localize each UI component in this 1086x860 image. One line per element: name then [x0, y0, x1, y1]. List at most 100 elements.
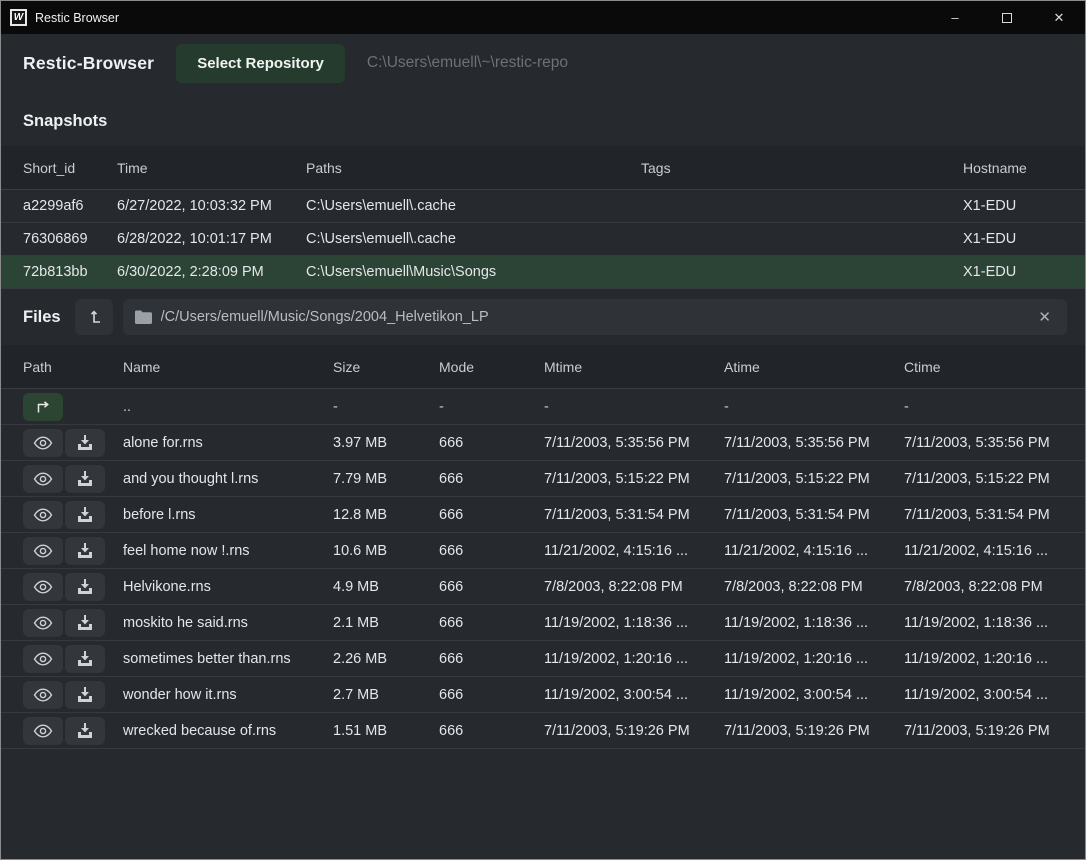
preview-file-button[interactable]	[23, 716, 63, 745]
maximize-button[interactable]	[981, 1, 1033, 34]
repository-path: C:\Users\emuell\~\restic-repo	[366, 54, 569, 71]
file-mtime: 7/11/2003, 5:15:22 PM	[544, 470, 690, 487]
preview-file-button[interactable]	[23, 608, 63, 637]
files-heading: Files	[23, 307, 61, 326]
path-input[interactable]	[160, 309, 1026, 325]
download-icon	[78, 615, 92, 630]
file-mode: 666	[439, 578, 464, 595]
snapshot-row[interactable]: a2299af6 6/27/2022, 10:03:32 PM C:\Users…	[1, 190, 1085, 223]
column-header-short-id[interactable]: Short_id	[23, 159, 76, 176]
file-name: wonder how it.rns	[123, 686, 237, 703]
file-mtime: 11/19/2002, 3:00:54 ...	[544, 686, 689, 703]
file-atime: 7/11/2003, 5:31:54 PM	[724, 506, 870, 523]
file-mtime: 11/21/2002, 4:15:16 ...	[544, 542, 689, 559]
file-row[interactable]: wonder how it.rns 2.7 MB 666 11/19/2002,…	[1, 677, 1085, 713]
file-mtime: 7/11/2003, 5:31:54 PM	[544, 506, 690, 523]
file-name: and you thought l.rns	[123, 470, 259, 487]
window-title: Restic Browser	[35, 10, 120, 25]
download-file-button[interactable]	[65, 680, 105, 709]
file-ctime: 11/19/2002, 1:20:16 ...	[904, 650, 1049, 667]
snapshot-short-id: 72b813bb	[23, 264, 88, 280]
snapshot-row[interactable]: 76306869 6/28/2022, 10:01:17 PM C:\Users…	[1, 223, 1085, 256]
download-file-button[interactable]	[65, 500, 105, 529]
parent-dir-name: ..	[123, 398, 132, 415]
close-button[interactable]: ✕	[1033, 1, 1085, 34]
file-atime: 11/19/2002, 3:00:54 ...	[724, 686, 869, 703]
preview-file-button[interactable]	[23, 536, 63, 565]
file-row[interactable]: sometimes better than.rns 2.26 MB 666 11…	[1, 641, 1085, 677]
file-mtime: 7/11/2003, 5:35:56 PM	[544, 434, 690, 451]
snapshot-paths: C:\Users\emuell\.cache	[306, 198, 456, 214]
column-header-time[interactable]: Time	[117, 159, 148, 176]
download-file-button[interactable]	[65, 464, 105, 493]
minimize-button[interactable]: –	[929, 1, 981, 34]
preview-file-button[interactable]	[23, 464, 63, 493]
snapshot-short-id: 76306869	[23, 231, 88, 247]
preview-file-button[interactable]	[23, 500, 63, 529]
download-file-button[interactable]	[65, 608, 105, 637]
file-size: 2.1 MB	[333, 614, 379, 631]
column-header-path[interactable]: Path	[23, 358, 52, 375]
file-row[interactable]: feel home now !.rns 10.6 MB 666 11/21/20…	[1, 533, 1085, 569]
snapshot-hostname: X1-EDU	[963, 198, 1017, 214]
column-header-tags[interactable]: Tags	[641, 159, 671, 176]
tree-view-toggle-button[interactable]	[74, 299, 113, 335]
column-header-name[interactable]: Name	[123, 358, 161, 375]
snapshot-paths: C:\Users\emuell\.cache	[306, 231, 456, 247]
eye-icon	[33, 651, 53, 666]
column-header-atime[interactable]: Atime	[724, 358, 760, 375]
file-size: 4.9 MB	[333, 578, 379, 595]
file-row[interactable]: before l.rns 12.8 MB 666 7/11/2003, 5:31…	[1, 497, 1085, 533]
download-file-button[interactable]	[65, 428, 105, 457]
file-size: 10.6 MB	[333, 542, 387, 559]
file-row[interactable]: alone for.rns 3.97 MB 666 7/11/2003, 5:3…	[1, 425, 1085, 461]
column-header-ctime[interactable]: Ctime	[904, 358, 941, 375]
column-header-size[interactable]: Size	[333, 358, 361, 375]
folder-icon	[134, 310, 152, 324]
snapshot-hostname: X1-EDU	[963, 264, 1017, 280]
column-header-mode[interactable]: Mode	[439, 358, 475, 375]
current-path-bar[interactable]: ✕	[122, 299, 1067, 335]
column-header-hostname[interactable]: Hostname	[963, 159, 1027, 176]
go-up-button[interactable]	[23, 392, 63, 421]
file-name: alone for.rns	[123, 434, 203, 451]
clear-path-button[interactable]: ✕	[1034, 306, 1055, 328]
column-header-paths[interactable]: Paths	[306, 159, 342, 176]
file-ctime: 7/8/2003, 8:22:08 PM	[904, 578, 1043, 595]
file-mtime: 7/11/2003, 5:19:26 PM	[544, 722, 690, 739]
file-row[interactable]: Helvikone.rns 4.9 MB 666 7/8/2003, 8:22:…	[1, 569, 1085, 605]
preview-file-button[interactable]	[23, 428, 63, 457]
select-repository-button[interactable]: Select Repository	[176, 43, 345, 83]
file-row[interactable]: wrecked because of.rns 1.51 MB 666 7/11/…	[1, 713, 1085, 749]
file-size: 2.26 MB	[333, 650, 387, 667]
file-atime: 11/19/2002, 1:18:36 ...	[724, 614, 869, 631]
download-icon	[78, 579, 92, 594]
file-ctime: 7/11/2003, 5:31:54 PM	[904, 506, 1050, 523]
column-header-mtime[interactable]: Mtime	[544, 358, 583, 375]
file-row[interactable]: and you thought l.rns 7.79 MB 666 7/11/2…	[1, 461, 1085, 497]
download-file-button[interactable]	[65, 536, 105, 565]
download-file-button[interactable]	[65, 716, 105, 745]
file-atime: 11/19/2002, 1:20:16 ...	[724, 650, 869, 667]
snapshots-table-header: Short_id Time Paths Tags Hostname	[1, 146, 1085, 190]
preview-file-button[interactable]	[23, 572, 63, 601]
download-icon	[78, 687, 92, 702]
download-file-button[interactable]	[65, 572, 105, 601]
parent-dir-atime: -	[724, 398, 729, 415]
preview-file-button[interactable]	[23, 680, 63, 709]
file-ctime: 7/11/2003, 5:35:56 PM	[904, 434, 1050, 451]
app-logo-icon: W	[10, 9, 27, 26]
parent-dir-mtime: -	[544, 398, 549, 415]
download-file-button[interactable]	[65, 644, 105, 673]
download-icon	[78, 471, 92, 486]
preview-file-button[interactable]	[23, 644, 63, 673]
file-atime: 7/11/2003, 5:15:22 PM	[724, 470, 870, 487]
close-icon: ✕	[1053, 9, 1065, 25]
file-mtime: 11/19/2002, 1:20:16 ...	[544, 650, 689, 667]
snapshot-row[interactable]: 72b813bb 6/30/2022, 2:28:09 PM C:\Users\…	[1, 256, 1085, 289]
file-row[interactable]: moskito he said.rns 2.1 MB 666 11/19/200…	[1, 605, 1085, 641]
download-icon	[78, 543, 92, 558]
parent-directory-row[interactable]: .. - - - - -	[1, 389, 1085, 425]
file-ctime: 7/11/2003, 5:15:22 PM	[904, 470, 1050, 487]
download-icon	[78, 507, 92, 522]
